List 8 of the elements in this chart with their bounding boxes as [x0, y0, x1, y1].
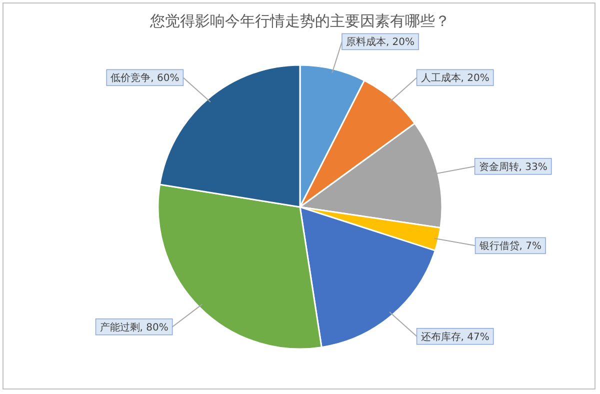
slice-label: 还布库存, 47%	[420, 330, 490, 343]
slice-label: 银行借贷, 7%	[478, 240, 542, 252]
slice-label: 人工成本, 20%	[420, 72, 490, 84]
slice-label: 原料成本, 20%	[346, 36, 415, 48]
slice-label: 资金周转, 33%	[478, 160, 548, 173]
slice-label: 低价竞争, 60%	[110, 72, 180, 84]
chart-title: 您觉得影响今年行情走势的主要因素有哪些？	[149, 12, 450, 30]
slice-label: 产能过剩, 80%	[100, 321, 168, 334]
